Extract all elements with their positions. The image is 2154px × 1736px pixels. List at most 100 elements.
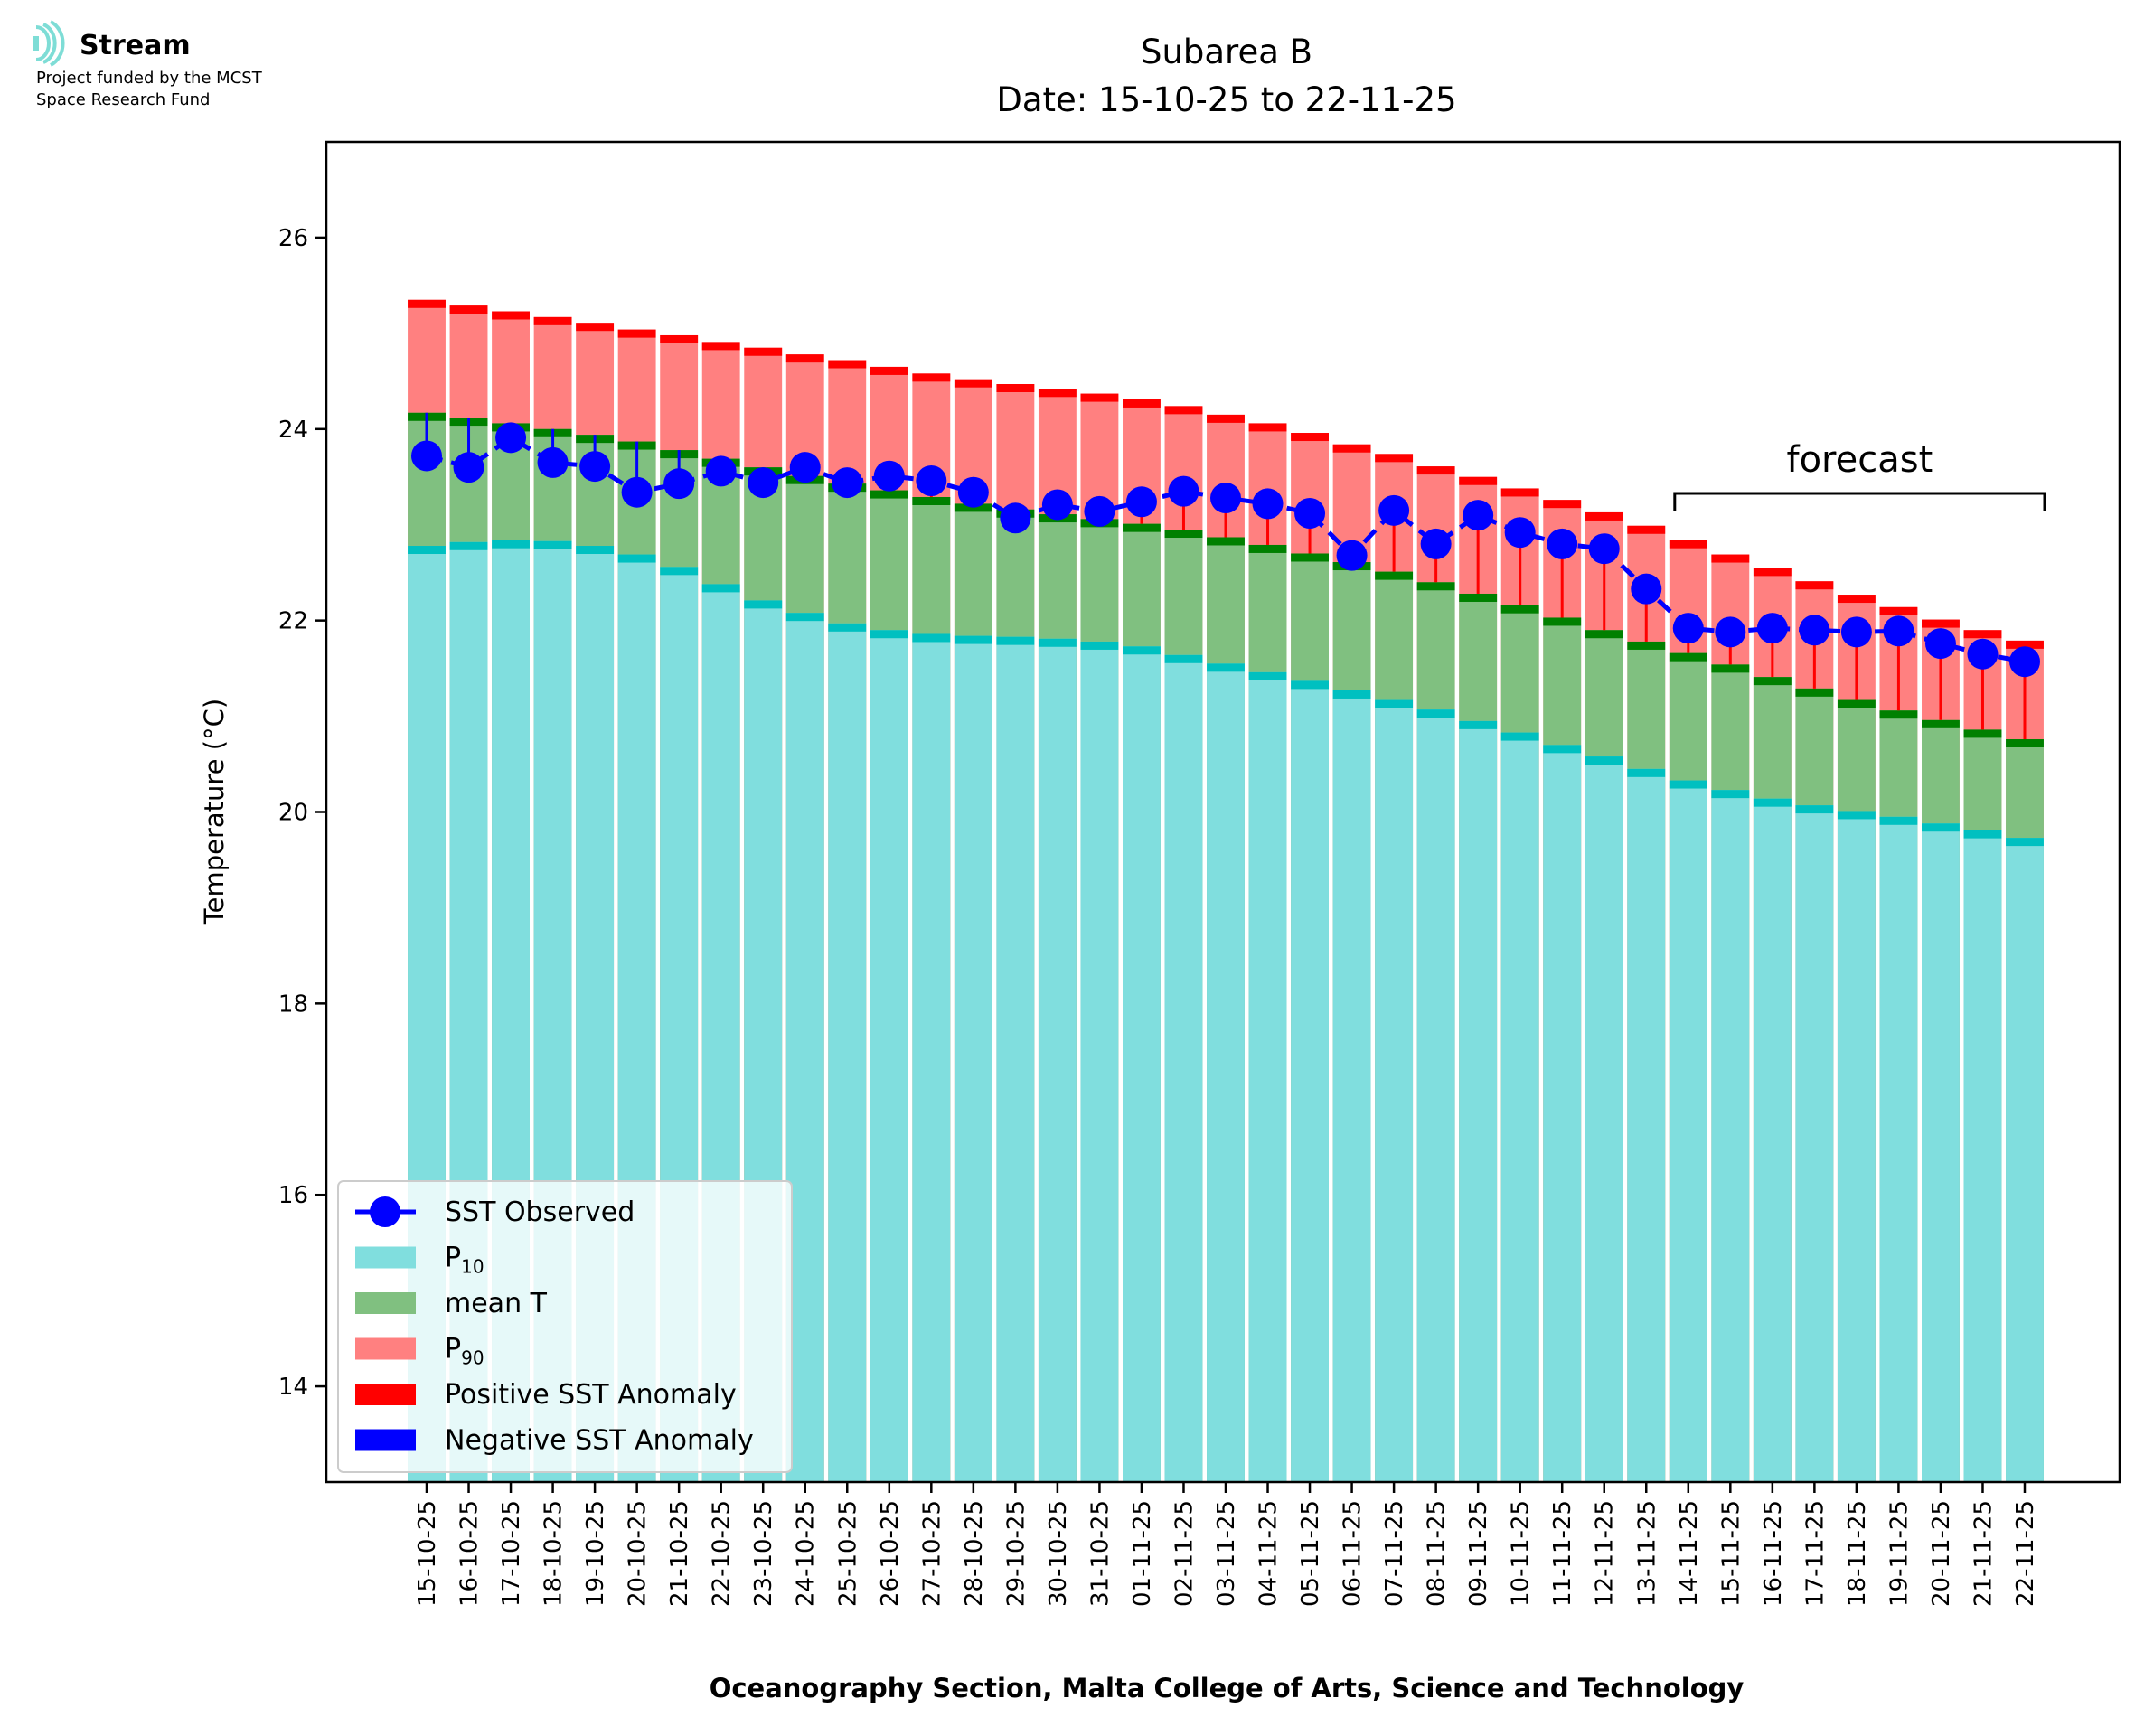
observed-point <box>1336 540 1368 571</box>
p10-cap <box>617 554 656 563</box>
x-tick-label: 11-11-25 <box>1549 1500 1576 1607</box>
legend-patch-swatch <box>355 1246 416 1269</box>
x-tick-label: 14-11-25 <box>1676 1500 1703 1607</box>
observed-point <box>1672 613 1704 644</box>
p90-cap <box>1795 581 1834 590</box>
mean-cap <box>1669 652 1707 662</box>
x-tick-label: 31-10-25 <box>1086 1500 1114 1607</box>
observed-point <box>1041 489 1073 521</box>
p10-bar <box>996 636 1035 1482</box>
x-tick-label: 13-11-25 <box>1633 1500 1660 1607</box>
p90-cap <box>1922 619 1960 628</box>
x-tick-label: 15-11-25 <box>1717 1500 1745 1607</box>
logo: Stream Project funded by the MCST Space … <box>33 20 263 109</box>
observed-point <box>873 460 905 492</box>
x-tick-label: 19-10-25 <box>582 1500 609 1607</box>
p10-cap <box>912 633 951 643</box>
p10-bar <box>1669 780 1707 1482</box>
observed-point <box>1588 533 1620 565</box>
observed-point <box>957 476 989 508</box>
x-tick-label: 07-11-25 <box>1381 1500 1408 1607</box>
p90-cap <box>1416 466 1455 475</box>
observed-point <box>495 422 527 454</box>
p10-bar <box>912 633 951 1482</box>
p10-cap <box>785 613 824 622</box>
x-tick-label: 03-11-25 <box>1213 1500 1240 1607</box>
p10-cap <box>1332 690 1371 699</box>
p10-cap <box>576 546 615 555</box>
legend-label-text: SST Observed <box>445 1196 635 1228</box>
observed-point <box>621 476 653 508</box>
p10-cap <box>1543 745 1582 754</box>
mean-cap <box>954 503 992 512</box>
p10-bar <box>1837 811 1876 1482</box>
p10-cap <box>408 546 446 555</box>
p10-bar <box>1080 641 1119 1482</box>
p90-cap <box>1248 423 1287 432</box>
logo-line-1: Project funded by the MCST <box>36 69 263 88</box>
observed-point <box>1294 498 1326 530</box>
p90-cap <box>912 373 951 382</box>
p10-cap <box>449 541 488 550</box>
p10-cap <box>828 623 867 632</box>
x-tick-label: 17-10-25 <box>498 1500 525 1607</box>
x-tick-label: 19-11-25 <box>1886 1500 1913 1607</box>
legend-label-text: P <box>445 1334 461 1365</box>
p10-cap <box>870 630 908 639</box>
p10-cap <box>1963 830 2002 839</box>
p90-cap <box>1332 444 1371 453</box>
p10-cap <box>1375 699 1414 708</box>
observed-point <box>1210 483 1241 514</box>
p10-bar <box>1879 816 1918 1482</box>
p90-cap <box>1753 568 1792 577</box>
p10-bar <box>1291 680 1329 1482</box>
observed-point <box>1463 500 1494 531</box>
mean-cap <box>1627 641 1666 650</box>
p10-cap <box>492 540 530 549</box>
p10-bar <box>1248 671 1287 1482</box>
legend-label: P90 <box>445 1334 484 1369</box>
observed-point <box>1420 528 1452 559</box>
p10-bar <box>954 635 992 1482</box>
mean-cap <box>1416 582 1455 591</box>
legend-box <box>337 1180 793 1473</box>
mean-cap <box>1711 664 1750 673</box>
x-tick-label: 23-10-25 <box>750 1500 777 1607</box>
p90-cap <box>1080 393 1119 402</box>
observed-point <box>1378 494 1410 526</box>
observed-point <box>1168 475 1199 507</box>
p90-cap <box>1207 414 1245 423</box>
p90-cap <box>954 379 992 388</box>
p90-cap <box>1038 389 1077 398</box>
p90-cap <box>1837 595 1876 604</box>
x-tick-label: 16-10-25 <box>456 1500 484 1607</box>
p10-cap <box>1459 720 1498 729</box>
legend-marker-swatch <box>370 1196 400 1227</box>
p10-cap <box>954 635 992 644</box>
legend-label: P10 <box>445 1243 484 1278</box>
mean-cap <box>1500 605 1539 614</box>
p10-cap <box>1585 756 1623 765</box>
p90-cap <box>492 311 530 320</box>
p10-cap <box>1711 790 1750 799</box>
p10-bar <box>1500 732 1539 1482</box>
x-tick-label: 21-10-25 <box>666 1500 693 1607</box>
p10-cap <box>1837 811 1876 820</box>
x-tick-label: 20-10-25 <box>625 1500 652 1607</box>
observed-point <box>1547 528 1578 559</box>
p90-cap <box>1291 433 1329 442</box>
p10-cap <box>1500 732 1539 741</box>
p90-cap <box>660 334 699 343</box>
x-tick-label: 25-10-25 <box>834 1500 861 1607</box>
p90-cap <box>1627 525 1666 534</box>
x-tick-label: 16-11-25 <box>1760 1500 1787 1607</box>
mean-cap <box>1879 710 1918 719</box>
forecast-bracket <box>1673 492 2046 511</box>
p10-cap <box>1627 768 1666 777</box>
p10-bar <box>1038 638 1077 1482</box>
mean-cap <box>1248 544 1287 553</box>
x-tick-label: 05-11-25 <box>1297 1500 1324 1607</box>
mean-cap <box>1795 688 1834 697</box>
p90-cap <box>870 366 908 375</box>
